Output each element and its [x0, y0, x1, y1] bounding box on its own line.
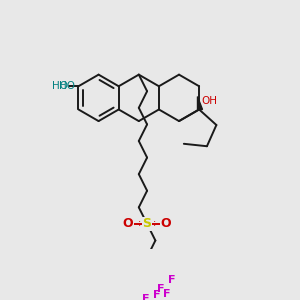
- Text: HO: HO: [52, 81, 68, 91]
- Text: OH: OH: [202, 96, 218, 106]
- Text: F: F: [142, 294, 149, 300]
- Text: :: :: [138, 218, 141, 228]
- Text: S: S: [142, 218, 152, 230]
- Text: O: O: [161, 218, 172, 230]
- Text: F: F: [157, 284, 164, 294]
- Text: O: O: [123, 218, 133, 230]
- Text: :: :: [153, 218, 156, 228]
- Text: F: F: [153, 290, 161, 300]
- Polygon shape: [196, 96, 202, 110]
- Text: F: F: [168, 275, 176, 285]
- Text: F: F: [163, 289, 171, 298]
- Text: HO: HO: [59, 81, 75, 91]
